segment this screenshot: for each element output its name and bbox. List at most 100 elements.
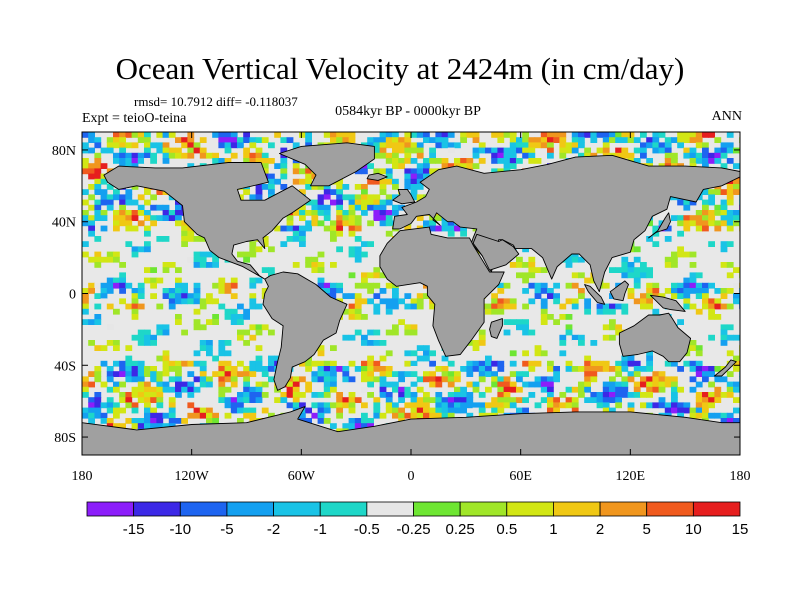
field-cell	[658, 402, 666, 409]
field-cell	[330, 230, 337, 237]
field-cell	[478, 392, 486, 398]
field-cell	[671, 360, 678, 367]
field-cell	[429, 376, 436, 383]
field-cell	[708, 308, 715, 315]
field-cell	[373, 366, 381, 372]
field-cell	[640, 142, 647, 149]
field-cell	[237, 142, 244, 149]
field-cell	[206, 381, 213, 388]
field-cell	[385, 230, 393, 237]
field-cell	[292, 236, 300, 242]
field-cell	[683, 132, 691, 138]
field-cell	[255, 137, 263, 143]
field-cell	[206, 345, 213, 351]
field-cell	[677, 251, 684, 258]
field-cell	[503, 158, 511, 164]
field-cell	[305, 178, 312, 185]
field-cell	[609, 397, 616, 403]
field-cell	[379, 142, 387, 149]
field-cell	[82, 392, 89, 398]
field-cell	[609, 267, 616, 273]
field-cell	[398, 137, 405, 143]
field-cell	[578, 334, 585, 341]
field-cell	[94, 345, 102, 351]
field-cell	[522, 397, 529, 403]
field-cell	[212, 282, 219, 289]
field-cell	[255, 147, 263, 154]
field-cell	[144, 423, 151, 429]
field-cell	[218, 381, 226, 388]
field-cell	[652, 376, 660, 383]
field-cell	[404, 225, 412, 232]
field-cell	[150, 215, 157, 221]
field-cell	[88, 204, 95, 211]
field-cell	[726, 241, 734, 247]
field-cell	[584, 366, 591, 372]
field-cell	[199, 137, 207, 143]
field-cell	[423, 371, 430, 377]
field-cell	[571, 251, 579, 258]
field-cell	[150, 386, 157, 393]
field-cell	[497, 298, 505, 305]
field-cell	[261, 392, 269, 398]
field-cell	[602, 407, 610, 414]
field-cell	[323, 392, 331, 398]
field-cell	[373, 272, 381, 279]
field-cell	[478, 376, 486, 383]
field-cell	[125, 194, 133, 201]
field-cell	[323, 376, 331, 383]
field-cell	[150, 194, 157, 201]
field-cell	[416, 132, 424, 138]
field-cell	[255, 184, 263, 190]
field-cell	[224, 308, 232, 315]
field-cell	[361, 402, 368, 409]
field-cell	[509, 152, 517, 159]
field-cell	[181, 241, 188, 247]
field-cell	[652, 132, 660, 138]
field-cell	[367, 288, 374, 294]
field-cell	[88, 282, 95, 289]
field-cell	[702, 220, 709, 227]
field-cell	[106, 303, 114, 310]
field-cell	[199, 298, 207, 305]
field-cell	[509, 298, 517, 305]
field-cell	[181, 142, 188, 149]
field-cell	[137, 418, 145, 424]
field-cell	[125, 189, 133, 195]
field-cell	[150, 277, 157, 284]
field-cell	[280, 184, 288, 190]
field-cell	[342, 210, 350, 216]
field-cell	[460, 407, 467, 414]
field-cell	[466, 163, 474, 169]
field-cell	[280, 173, 288, 180]
field-cell	[540, 381, 548, 388]
field-cell	[162, 329, 170, 336]
field-cell	[733, 397, 740, 403]
field-cell	[82, 220, 89, 227]
field-cell	[286, 220, 294, 227]
field-cell	[218, 282, 226, 289]
field-cell	[373, 267, 381, 273]
field-cell	[156, 423, 164, 429]
field-cell	[88, 319, 95, 325]
field-cell	[82, 319, 89, 325]
field-cell	[677, 293, 684, 299]
field-cell	[106, 142, 114, 149]
field-cell	[348, 303, 356, 310]
field-cell	[423, 163, 430, 169]
field-cell	[615, 132, 622, 138]
field-cell	[609, 303, 616, 310]
field-cell	[106, 402, 114, 409]
field-cell	[491, 152, 498, 159]
field-cell	[249, 246, 257, 253]
field-cell	[689, 412, 697, 419]
field-cell	[385, 142, 393, 149]
field-cell	[88, 397, 95, 403]
field-cell	[565, 314, 573, 320]
colorbar-swatch	[366, 501, 414, 517]
field-cell	[385, 132, 393, 138]
field-cell	[82, 386, 89, 393]
field-cell	[702, 397, 709, 403]
field-cell	[478, 334, 486, 341]
